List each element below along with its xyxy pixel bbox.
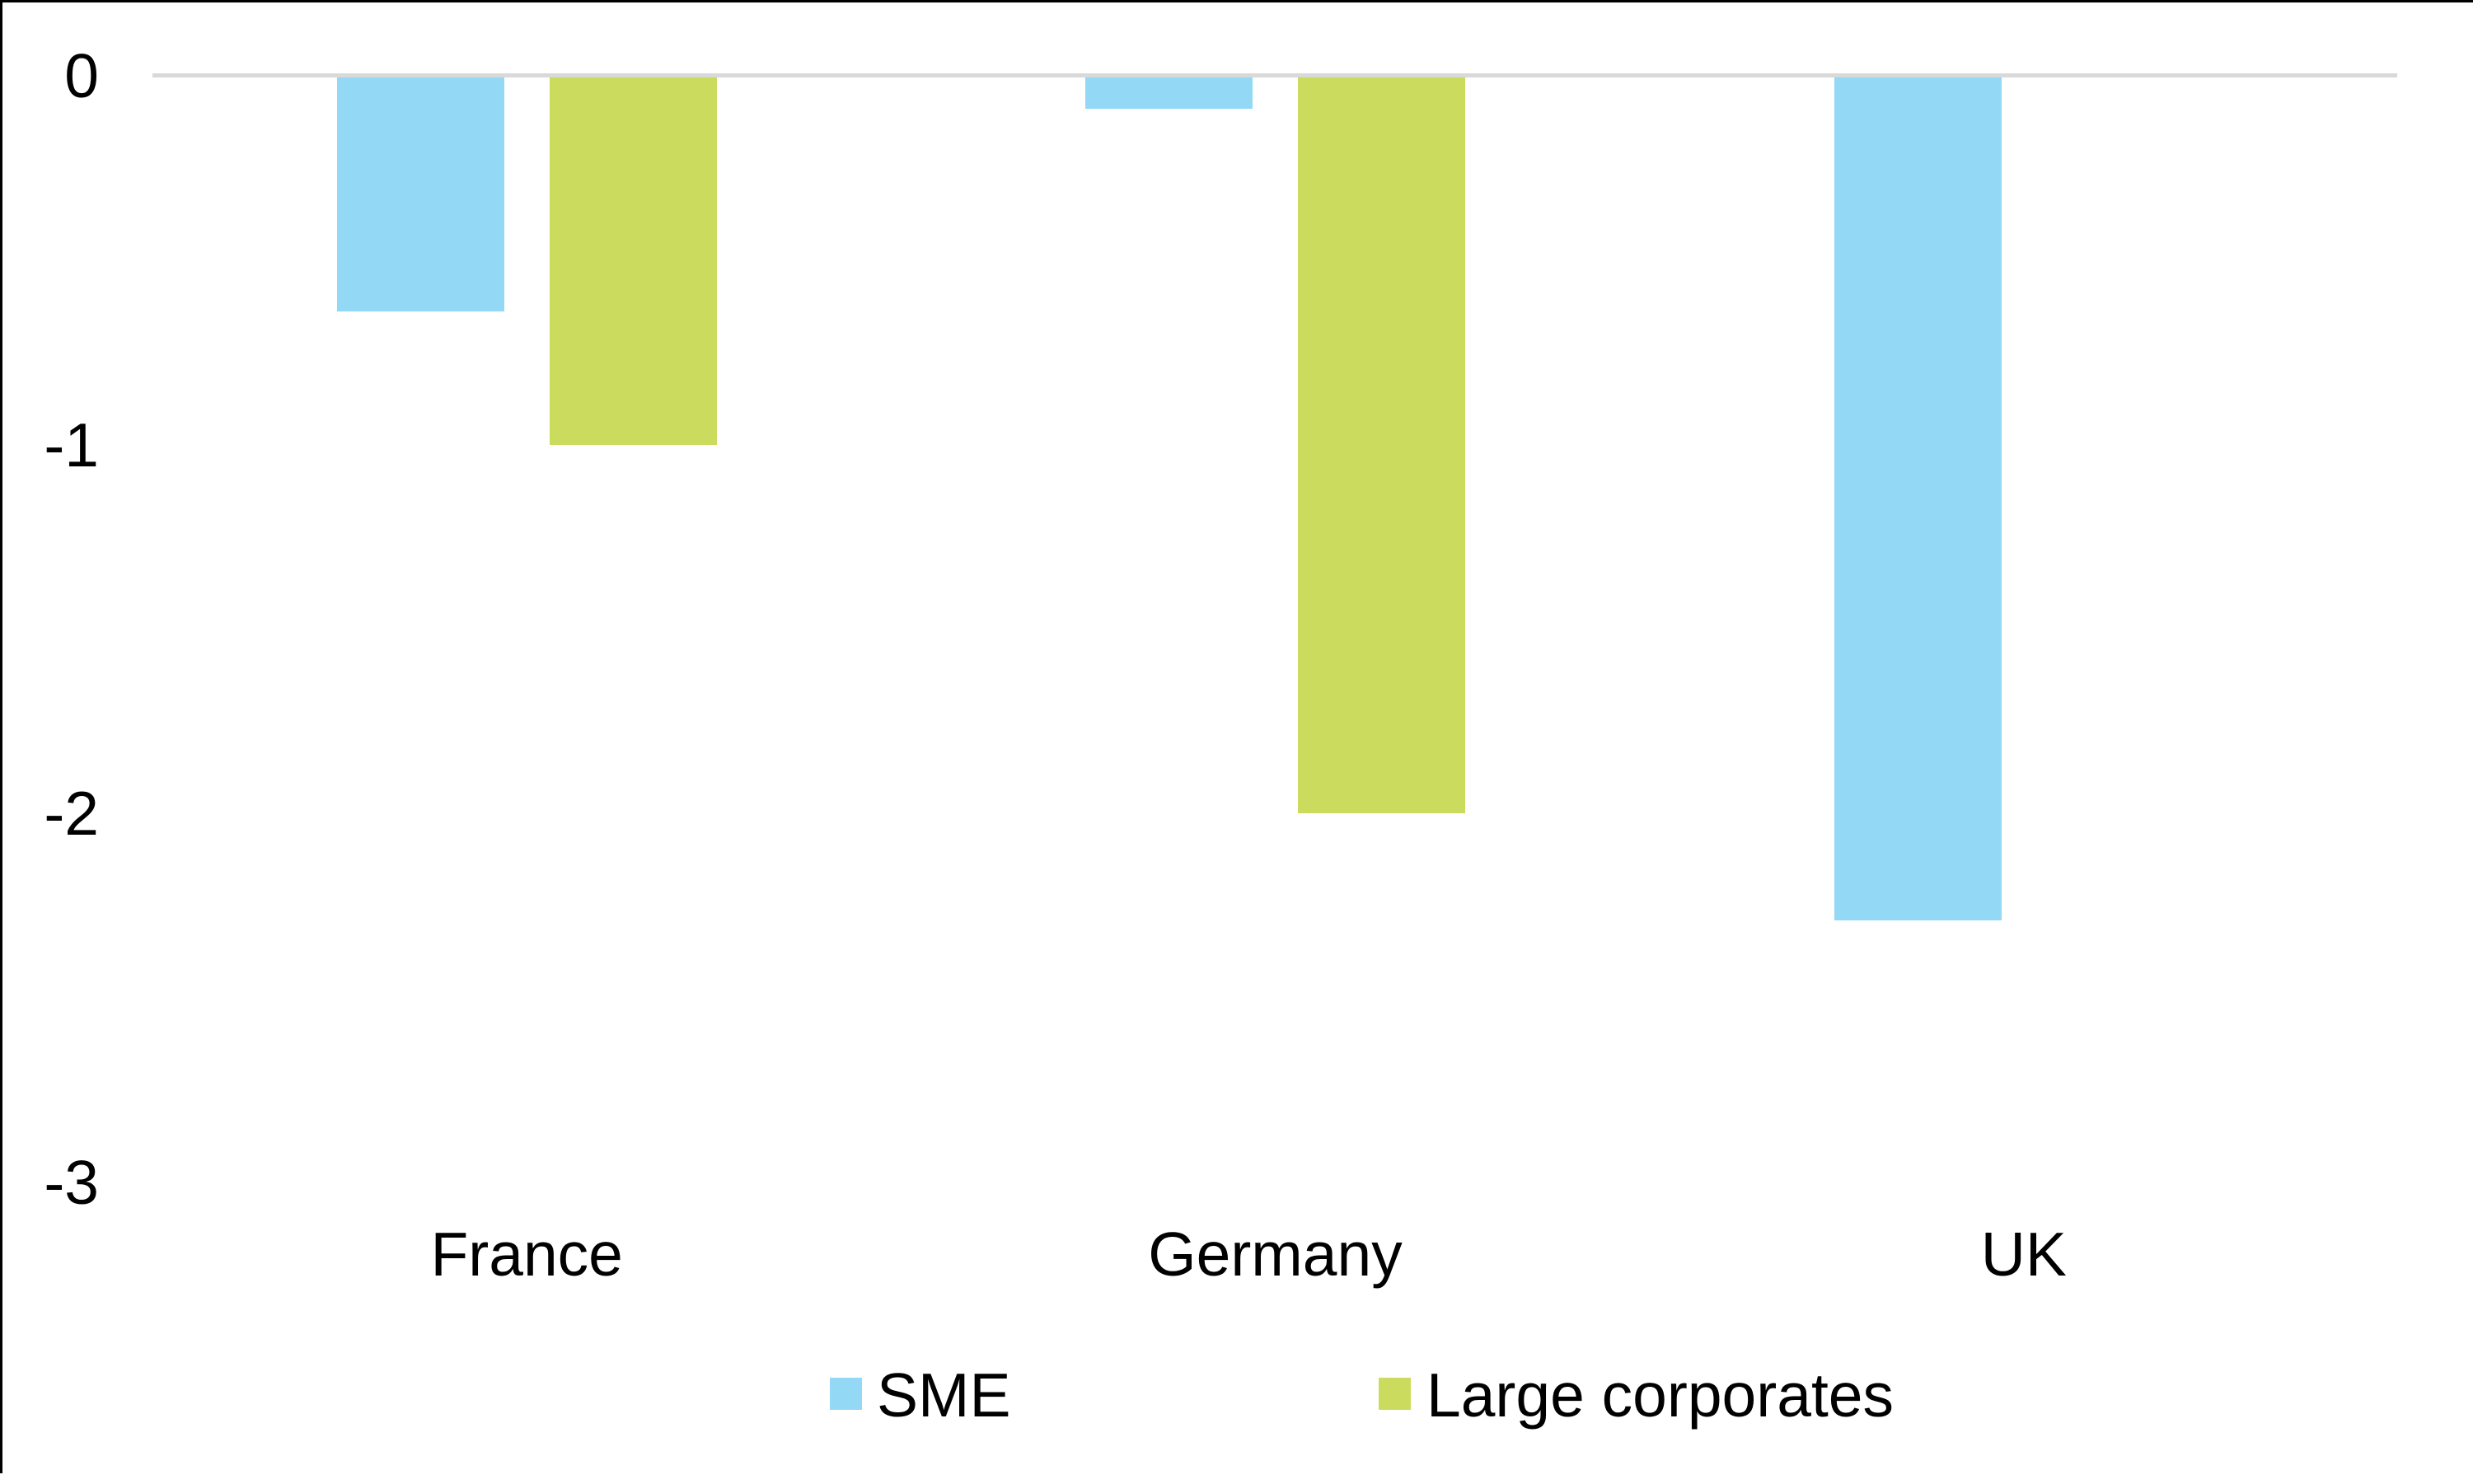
zero-gridline	[152, 73, 2397, 77]
legend-label-large-corporates: Large corporates	[1426, 1360, 1895, 1430]
y-tick-label--1: -1	[44, 410, 99, 480]
y-tick-label-0: 0	[64, 41, 99, 110]
bar-uk-sme	[1834, 76, 2002, 920]
x-label-france: France	[430, 1220, 623, 1289]
y-tick-label--2: -2	[44, 779, 99, 848]
bar-france-large-corporates	[550, 76, 717, 445]
y-tick-label--3: -3	[44, 1147, 99, 1217]
legend-label-sme: SME	[877, 1360, 1011, 1430]
x-label-germany: Germany	[1148, 1220, 1403, 1289]
bar-germany-sme	[1085, 76, 1253, 110]
legend-swatch-sme	[830, 1378, 862, 1410]
bar-germany-large-corporates	[1298, 76, 1466, 813]
legend-swatch-large-corporates	[1379, 1378, 1411, 1410]
chart-left-border-line	[0, 0, 2, 1473]
bar-france-sme	[337, 76, 504, 312]
x-label-uk: UK	[1980, 1220, 2067, 1289]
chart-top-border-line	[0, 0, 2473, 2]
